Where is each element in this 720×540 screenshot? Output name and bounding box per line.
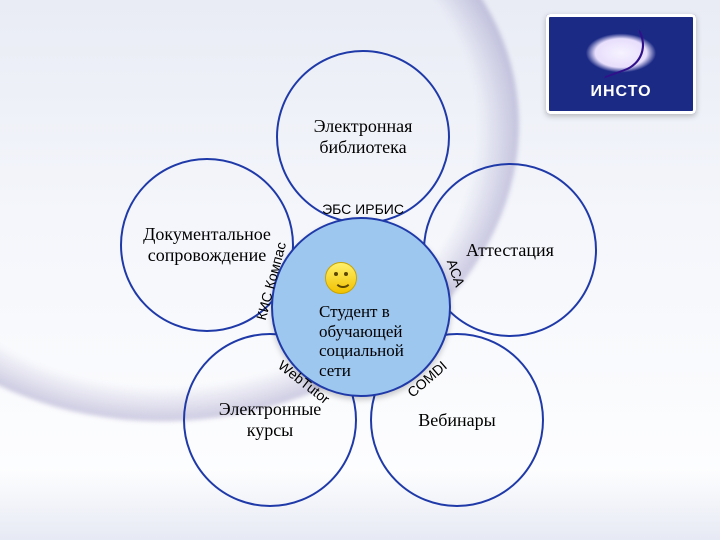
smiley-icon <box>325 262 357 294</box>
petal-library: Электронная библиотека <box>276 50 450 224</box>
inner-label-irbis: ЭБС ИРБИС <box>322 201 404 217</box>
petal-label: Аттестация <box>466 240 554 261</box>
center-text: Студент в обучающей социальной сети <box>319 302 404 380</box>
petal-label: Электронная библиотека <box>314 116 413 157</box>
petal-label: Вебинары <box>418 410 496 431</box>
logo-insto: ИНСТО <box>546 14 696 114</box>
petal-label: Документальное сопровождение <box>143 224 271 265</box>
logo-text: ИНСТО <box>590 83 651 101</box>
slide: ИНСТО Электронная библиотека Аттестация Ве… <box>0 0 720 540</box>
logo-icon <box>582 27 660 79</box>
petal-label: Электронные курсы <box>219 399 322 440</box>
